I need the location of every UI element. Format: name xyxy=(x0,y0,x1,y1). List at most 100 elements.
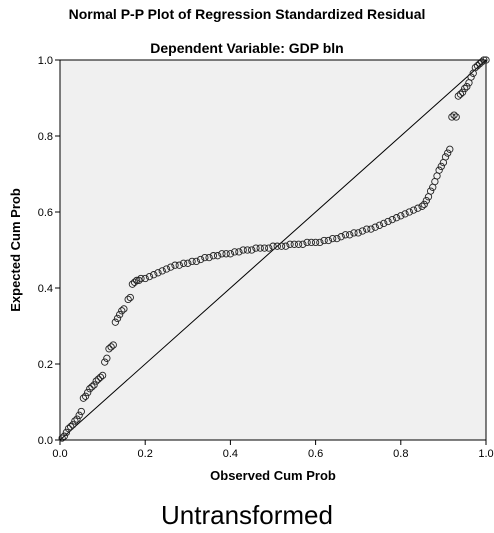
y-axis-label: Expected Cum Prob xyxy=(8,188,23,312)
data-point xyxy=(441,153,450,161)
data-point xyxy=(137,274,145,283)
data-point xyxy=(231,248,239,256)
chart-subtitle: Dependent Variable: GDP bln xyxy=(150,40,344,56)
data-point xyxy=(478,58,486,66)
data-point xyxy=(324,236,333,245)
data-point xyxy=(171,261,179,269)
data-point xyxy=(113,314,122,323)
data-point xyxy=(358,227,367,235)
data-point xyxy=(222,250,230,258)
data-point xyxy=(380,219,388,228)
data-point xyxy=(341,231,350,239)
data-point xyxy=(130,278,139,286)
data-point xyxy=(422,196,431,205)
data-point xyxy=(463,82,471,91)
data-point xyxy=(414,204,422,212)
data-point xyxy=(128,280,137,288)
data-point xyxy=(179,259,188,267)
data-point xyxy=(98,371,107,380)
data-point xyxy=(196,255,205,264)
x-tick-label: 0.6 xyxy=(308,448,323,460)
x-tick-label: 0.0 xyxy=(52,448,67,460)
data-point xyxy=(141,274,149,283)
data-point xyxy=(71,417,79,425)
data-point xyxy=(482,56,490,64)
y-tick-label: 0.4 xyxy=(38,283,53,295)
data-point xyxy=(435,166,443,174)
y-tick-label: 0.8 xyxy=(38,131,53,143)
data-point xyxy=(62,428,71,437)
data-point xyxy=(109,341,117,349)
data-point xyxy=(354,229,362,237)
data-point xyxy=(69,421,77,429)
data-point xyxy=(475,60,484,68)
data-point xyxy=(226,250,235,258)
data-point xyxy=(294,240,303,248)
data-point xyxy=(94,375,102,383)
data-point xyxy=(154,269,162,277)
data-point xyxy=(307,238,315,247)
data-point xyxy=(243,246,252,254)
data-point xyxy=(239,246,247,254)
data-point xyxy=(218,250,226,258)
data-point xyxy=(120,305,128,313)
data-point xyxy=(388,215,396,224)
x-axis-label: Observed Cum Prob xyxy=(210,468,336,483)
data-point xyxy=(446,145,454,153)
y-tick-label: 0.2 xyxy=(38,359,53,371)
x-tick-label: 0.2 xyxy=(138,448,153,460)
data-point xyxy=(162,265,171,273)
data-point xyxy=(201,253,209,262)
data-point xyxy=(409,206,418,214)
data-point xyxy=(96,373,105,381)
data-point xyxy=(75,411,83,419)
data-point xyxy=(81,392,90,400)
data-point xyxy=(124,295,132,304)
data-point xyxy=(450,111,458,119)
data-point xyxy=(282,242,290,250)
y-tick-label: 0.6 xyxy=(38,207,53,219)
data-point xyxy=(105,345,113,353)
data-point xyxy=(118,307,126,315)
chart-title: Normal P-P Plot of Regression Standardiz… xyxy=(68,6,426,22)
data-point xyxy=(205,253,213,262)
data-point xyxy=(64,424,73,433)
data-point xyxy=(86,385,94,393)
y-tick-label: 1.0 xyxy=(38,55,53,67)
data-point xyxy=(265,244,273,252)
data-point xyxy=(303,238,311,247)
data-point xyxy=(444,149,452,157)
data-point xyxy=(461,84,469,93)
data-point xyxy=(145,272,154,281)
data-point xyxy=(77,407,85,416)
x-tick-label: 1.0 xyxy=(478,448,493,460)
data-point xyxy=(192,257,200,266)
data-point xyxy=(277,242,286,250)
data-point xyxy=(367,225,375,233)
data-point xyxy=(175,261,183,269)
data-point xyxy=(111,318,120,326)
data-point xyxy=(73,415,81,423)
data-point xyxy=(167,263,175,271)
data-point xyxy=(126,293,134,302)
data-point xyxy=(184,259,192,267)
data-point xyxy=(252,244,260,252)
data-point xyxy=(346,231,354,239)
data-point xyxy=(405,208,413,216)
data-point xyxy=(467,73,475,81)
data-point xyxy=(286,240,294,248)
data-point xyxy=(397,212,405,220)
data-point xyxy=(260,244,269,252)
data-point xyxy=(480,56,488,64)
data-point xyxy=(79,394,88,402)
data-point xyxy=(135,276,143,285)
data-point xyxy=(58,434,66,442)
data-point xyxy=(311,238,320,247)
data-point xyxy=(363,225,371,233)
x-tick-label: 0.4 xyxy=(223,448,238,460)
data-point xyxy=(316,238,324,247)
data-point xyxy=(235,248,243,256)
data-point xyxy=(299,240,307,248)
data-point xyxy=(333,234,341,243)
data-point xyxy=(392,214,401,222)
